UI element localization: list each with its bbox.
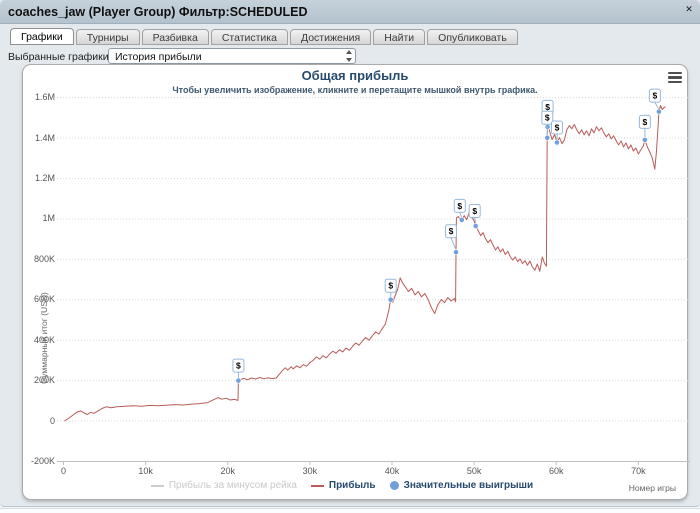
tab-3[interactable]: Разбивка: [141, 29, 209, 45]
x-tick-label: 40k: [384, 466, 400, 476]
y-tick-label: 1M: [42, 213, 55, 224]
legend-item-1[interactable]: Прибыль за минусом рейка: [150, 480, 297, 491]
tab-5[interactable]: Достижения: [289, 29, 372, 45]
y-tick-label: 600K: [33, 294, 55, 305]
tab-4[interactable]: Статистика: [210, 29, 288, 45]
legend-dash-icon: [150, 484, 164, 487]
y-tick-label: 800K: [33, 253, 55, 264]
dialog-titlebar: coaches_jaw (Player Group) Фильтр:SCHEDU…: [0, 0, 700, 24]
y-tick-label: 400K: [33, 334, 55, 345]
select-stepper-icon[interactable]: [344, 50, 353, 62]
graph-selector-label: Выбранные графики:: [8, 51, 112, 63]
x-tick-label: 10k: [138, 466, 153, 476]
tab-7[interactable]: Опубликовать: [427, 29, 518, 45]
chart-legend: Прибыль за минусом рейка Прибыль Значитель…: [22, 480, 662, 491]
tab-1[interactable]: Графики: [10, 28, 74, 45]
legend-item-2[interactable]: Прибыль: [310, 480, 376, 491]
legend-label: Прибыль: [328, 480, 376, 491]
legend-dash-icon: [310, 484, 324, 487]
stepper-down-arrow: [345, 58, 352, 62]
y-tick-label: 0: [49, 415, 55, 426]
y-tick-label: 1.4M: [34, 132, 55, 143]
page-background: [0, 508, 700, 513]
y-tick-label: 1.2M: [34, 172, 55, 183]
chart-panel[interactable]: Суммарный итог (USD): [22, 64, 688, 500]
x-tick-label: 20k: [220, 466, 235, 476]
y-tick-label: -200K: [30, 455, 55, 466]
x-tick-label: 30k: [302, 466, 318, 476]
x-tick-label: 50k: [466, 466, 482, 476]
chart-menu-icon[interactable]: [668, 72, 682, 83]
tab-bar: Графики Турниры Разбивка Статистика Достижен…: [10, 28, 518, 45]
legend-label: Значительные выигрыши: [403, 480, 534, 491]
chart-subtitle: Чтобы увеличить изображение, кликните и …: [172, 85, 538, 95]
chart-title: Общая прибыль: [301, 68, 409, 83]
graph-select[interactable]: История прибыли: [108, 48, 356, 64]
legend-item-3[interactable]: Значительные выигрыши: [389, 480, 534, 491]
close-icon[interactable]: ✕: [685, 4, 693, 14]
legend-label: Прибыль за минусом рейка: [168, 480, 297, 491]
x-tick-label: 70k: [631, 466, 646, 476]
legend-bullet-icon: [389, 481, 399, 490]
x-tick-label: 60k: [548, 466, 564, 476]
tab-6[interactable]: Найти: [373, 29, 426, 45]
y-tick-label: 1.6M: [34, 92, 55, 103]
dialog-title: coaches_jaw (Player Group) Фильтр:SCHEDU…: [8, 5, 308, 19]
y-tick-label: 200K: [33, 375, 55, 386]
stepper-up-arrow: [345, 50, 352, 54]
tab-2[interactable]: Турниры: [75, 29, 140, 45]
x-axis-title: Номер игры: [628, 483, 676, 493]
x-tick-label: 0: [60, 466, 66, 476]
